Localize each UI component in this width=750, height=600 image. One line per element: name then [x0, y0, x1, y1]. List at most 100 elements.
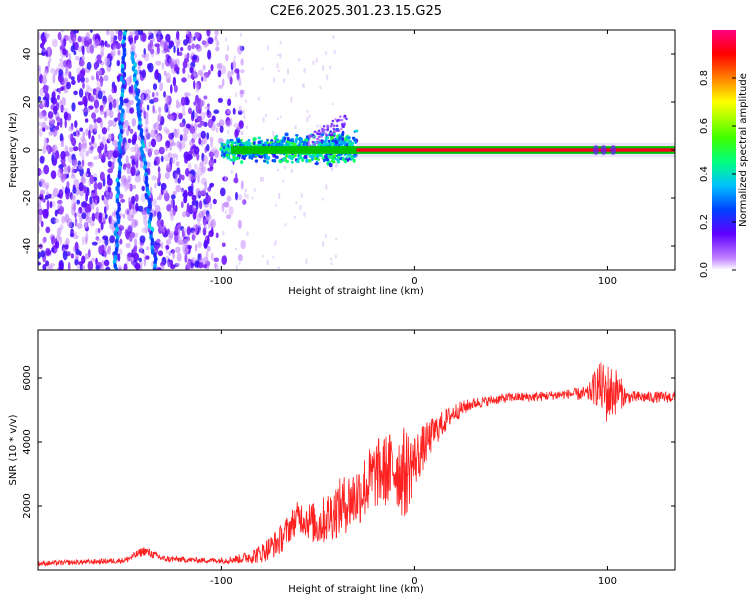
spectrogram-cell [207, 49, 212, 60]
spectrogram-cell [61, 215, 66, 224]
x-tick-label: 100 [598, 276, 617, 287]
spectrogram-cell [42, 96, 48, 101]
spectrogram-cell [40, 99, 46, 107]
spectrogram-cell [91, 241, 98, 246]
spectrogram-cell [340, 118, 344, 122]
spectrogram-cell [207, 167, 214, 172]
spectrogram-cell [176, 47, 180, 56]
colorbar-tick-label: 0.2 [699, 214, 710, 230]
spectrogram-cell [70, 45, 76, 53]
spectrogram-cell [125, 155, 129, 165]
spectrogram-cell [277, 266, 280, 269]
spectrogram-cell [334, 254, 337, 259]
spectrogram-cell [157, 211, 162, 221]
spectrogram-cell [290, 96, 293, 103]
spectrogram-cell [156, 267, 162, 270]
colorbar-tick-label: 0.0 [699, 262, 710, 278]
spectrogram-axes: -100 0 100 -40 -20 0 20 40 [22, 30, 675, 287]
spectrogram-cell [61, 96, 66, 107]
spectrogram-cell [67, 63, 72, 69]
spectrogram-cell [161, 62, 165, 70]
spectrogram-cell [334, 118, 337, 121]
spectrogram-cell [56, 234, 61, 242]
spectrogram-cell [254, 159, 259, 163]
spectrogram-cell [172, 76, 177, 87]
colorbar-ticks: 0.0 0.2 0.4 0.6 0.8 [699, 70, 736, 278]
spectrogram-cell [302, 140, 307, 145]
spectrogram-cell [226, 155, 231, 160]
spectrogram-cell [79, 127, 84, 132]
spectrogram-track [120, 112, 124, 119]
spectrogram-cell [306, 110, 309, 113]
colorbar-gradient [712, 30, 736, 270]
spectrogram-cell [189, 127, 196, 134]
spectrogram-cell [232, 60, 237, 69]
spectrogram-cell [305, 158, 309, 163]
spectrogram-cell [76, 199, 81, 205]
spectrogram-cell [45, 50, 48, 57]
spectrogram-cell [100, 221, 104, 231]
spectrogram-cell [86, 45, 92, 54]
spectrogram-cell [260, 176, 262, 182]
spectrogram-cell [345, 156, 349, 159]
spectrogram-cell [81, 159, 85, 167]
spectrogram-cell [39, 155, 45, 164]
colorbar-tick-label: 0.4 [699, 166, 710, 182]
spectrogram-cell [321, 197, 324, 201]
spectrogram-cell [198, 261, 204, 269]
spectrogram-cell [141, 53, 147, 58]
spectrogram-cell [330, 258, 332, 261]
spectrogram-cell [134, 194, 139, 202]
x-tick-label: -100 [210, 576, 233, 587]
x-tick-label: 0 [411, 276, 417, 287]
spectrogram-cell [215, 127, 219, 133]
spectrogram-cell [336, 128, 339, 132]
spectrogram-cell [195, 103, 201, 114]
spectrogram-cell [115, 30, 119, 35]
spectrogram-cell [73, 178, 80, 187]
spectrogram-cell [40, 250, 46, 258]
spectrogram-cell [93, 99, 100, 109]
spectrogram-cell [158, 146, 165, 155]
spectrogram-cell [196, 44, 202, 52]
spectrogram-cell [124, 141, 130, 151]
spectrogram-cell [38, 31, 41, 41]
spectrogram-cell [329, 133, 333, 137]
spectrogram-cell [200, 99, 206, 107]
spectrogram-cell [235, 191, 238, 201]
spectrogram-cell [86, 187, 90, 194]
spectrogram-cell [127, 175, 132, 183]
x-tick-label: 0 [411, 576, 417, 587]
spectrogram-cell [334, 140, 339, 145]
spectrogram-cell [178, 236, 183, 241]
spectrogram-cell [91, 112, 97, 120]
spectrogram-cell [100, 50, 104, 57]
spectrogram-cell [81, 201, 88, 208]
spectrogram-cell [217, 69, 222, 78]
spectrogram-cell [104, 111, 107, 119]
spectrogram-cell [342, 125, 346, 129]
spectrogram-cell [232, 107, 236, 115]
spectrogram-cell [95, 227, 99, 236]
spectrogram-cell [326, 74, 329, 80]
spectrogram-cell [275, 204, 278, 207]
spectrogram-cell [326, 125, 330, 129]
spectrogram-cell [65, 35, 71, 41]
spectrogram-cell [164, 172, 170, 180]
spectrogram-cell [51, 235, 55, 245]
spectrogram-cell [143, 48, 146, 56]
spectrogram-cell [129, 257, 134, 261]
spectrogram-cell [96, 59, 103, 64]
spectrogram-track [150, 248, 155, 255]
spectrogram-cell [167, 152, 173, 158]
spectrogram-cell [193, 146, 200, 155]
spectrogram-cell [294, 125, 297, 129]
x-tick-label: -100 [210, 276, 233, 287]
spectrogram-cell [111, 211, 117, 217]
spectrogram-cell [272, 131, 275, 137]
snr-xlabel: Height of straight line (km) [288, 584, 424, 595]
spectrogram-cell [220, 187, 226, 197]
spectrogram-cell [39, 87, 44, 97]
spectrogram-cell [132, 30, 139, 37]
spectrogram-cell [118, 248, 123, 256]
